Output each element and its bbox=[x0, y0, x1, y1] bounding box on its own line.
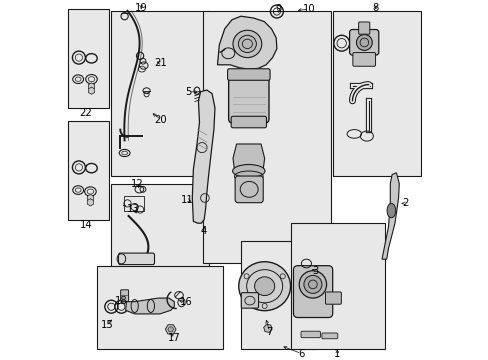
FancyBboxPatch shape bbox=[121, 290, 128, 301]
FancyBboxPatch shape bbox=[358, 22, 369, 34]
FancyBboxPatch shape bbox=[301, 331, 320, 338]
Ellipse shape bbox=[356, 35, 371, 50]
Text: 10: 10 bbox=[303, 4, 315, 14]
Ellipse shape bbox=[232, 30, 261, 58]
Text: 4: 4 bbox=[201, 226, 207, 236]
Text: 12: 12 bbox=[131, 179, 143, 189]
Text: 22: 22 bbox=[80, 108, 92, 118]
Text: 21: 21 bbox=[154, 58, 167, 68]
Ellipse shape bbox=[232, 165, 264, 177]
FancyBboxPatch shape bbox=[325, 292, 341, 304]
Ellipse shape bbox=[238, 262, 290, 311]
Ellipse shape bbox=[254, 277, 274, 296]
Text: 17: 17 bbox=[167, 333, 180, 343]
Polygon shape bbox=[192, 90, 215, 223]
Bar bbox=[68, 9, 109, 108]
Text: 15: 15 bbox=[101, 320, 113, 330]
Polygon shape bbox=[217, 16, 276, 69]
Text: 2: 2 bbox=[402, 198, 408, 208]
Bar bbox=[111, 184, 208, 310]
FancyBboxPatch shape bbox=[321, 333, 337, 339]
FancyBboxPatch shape bbox=[235, 176, 263, 203]
Text: 6: 6 bbox=[298, 348, 304, 359]
FancyBboxPatch shape bbox=[227, 69, 269, 80]
Ellipse shape bbox=[299, 271, 326, 298]
Ellipse shape bbox=[303, 275, 321, 293]
Ellipse shape bbox=[386, 203, 395, 218]
Text: 19: 19 bbox=[135, 3, 147, 13]
Text: 14: 14 bbox=[80, 220, 92, 230]
FancyBboxPatch shape bbox=[228, 71, 268, 123]
Ellipse shape bbox=[238, 35, 256, 53]
Text: 3: 3 bbox=[312, 266, 318, 276]
Bar bbox=[241, 241, 314, 349]
Bar bbox=[68, 121, 109, 220]
Text: 18: 18 bbox=[115, 296, 127, 306]
FancyBboxPatch shape bbox=[349, 30, 378, 55]
Text: 1: 1 bbox=[333, 348, 340, 359]
Bar bbox=[97, 266, 223, 349]
Bar bbox=[332, 11, 420, 176]
Polygon shape bbox=[232, 144, 264, 169]
Text: 20: 20 bbox=[154, 114, 167, 125]
Bar bbox=[291, 223, 384, 349]
FancyBboxPatch shape bbox=[293, 266, 332, 318]
Text: 5: 5 bbox=[185, 87, 191, 97]
FancyBboxPatch shape bbox=[231, 116, 266, 128]
Text: 8: 8 bbox=[372, 3, 378, 13]
FancyBboxPatch shape bbox=[118, 253, 154, 265]
Text: 9: 9 bbox=[275, 4, 281, 14]
Bar bbox=[111, 11, 208, 176]
Text: 16: 16 bbox=[180, 297, 192, 307]
Polygon shape bbox=[381, 173, 399, 259]
Bar bbox=[123, 196, 143, 211]
Polygon shape bbox=[125, 298, 174, 314]
FancyBboxPatch shape bbox=[352, 53, 375, 66]
Text: 13: 13 bbox=[127, 204, 140, 214]
Text: 11: 11 bbox=[180, 195, 193, 205]
Bar bbox=[203, 11, 330, 263]
FancyBboxPatch shape bbox=[241, 293, 258, 308]
Text: 7: 7 bbox=[266, 327, 272, 337]
